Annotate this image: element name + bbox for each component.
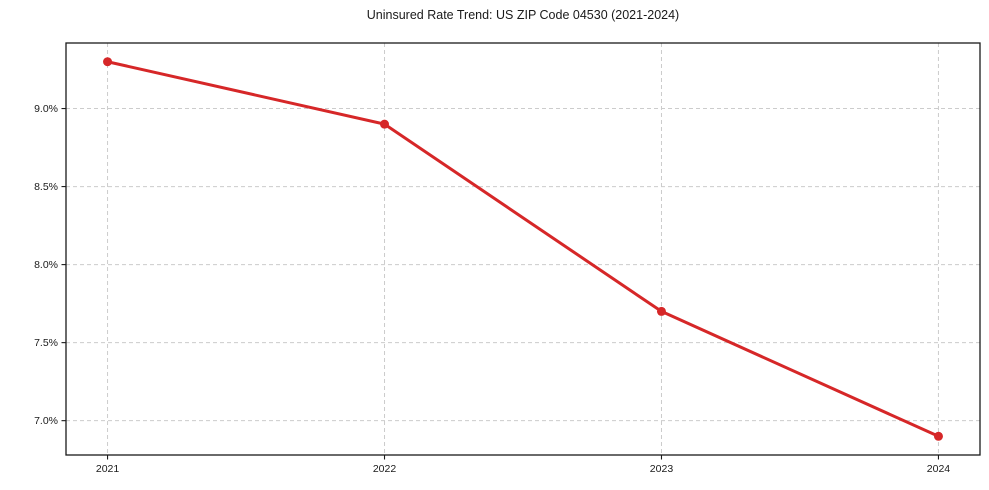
plot-border [65,42,981,456]
x-tick-label: 2023 [650,463,674,475]
data-line [106,60,940,438]
y-tick-label: 7.5% [34,337,58,349]
y-tick-label: 7.0% [34,415,58,427]
x-tick-label: 2024 [927,463,951,475]
data-point-marker [656,306,666,316]
y-tick-label: 8.5% [34,181,58,193]
data-point-marker [380,119,390,129]
data-point-marker [103,57,113,67]
y-tick-label: 8.0% [34,259,58,271]
x-tick-label: 2021 [96,463,120,475]
x-tick-label: 2022 [373,463,397,475]
data-point-marker [933,431,943,441]
chart-title: Uninsured Rate Trend: US ZIP Code 04530 … [366,8,680,22]
y-tick-label: 9.0% [34,103,58,115]
